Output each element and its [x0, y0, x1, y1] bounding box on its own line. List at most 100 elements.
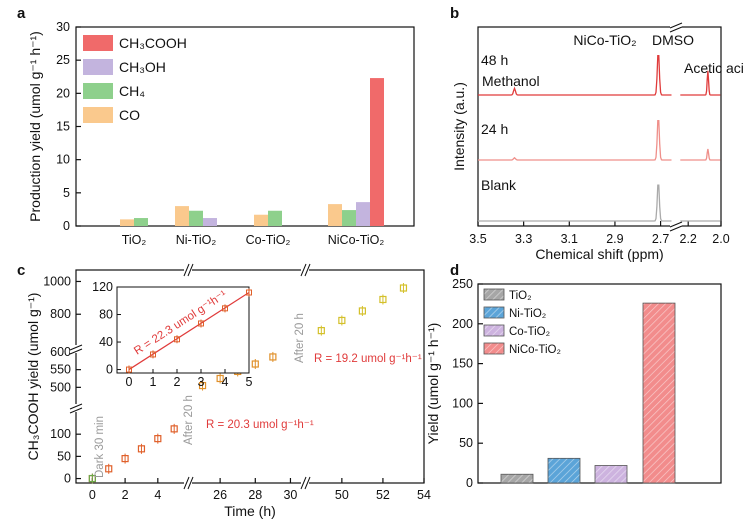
annotation-dark: Dark 30 min — [94, 416, 106, 478]
x-tick-label: 52 — [376, 488, 390, 502]
annotation-after20-b: After 20 h — [294, 313, 306, 363]
panel-a: a 0 5 10 15 20 25 30 TiO₂ Ni-TiO₂ Co-TiO₂ NiCo-TiO₂… — [17, 5, 415, 247]
bar — [254, 214, 268, 226]
panel-label: b — [450, 5, 459, 22]
x-tick-label: 28 — [248, 488, 262, 502]
x-tick-label: 2.7 — [652, 232, 669, 246]
x-tick-label: 54 — [417, 488, 431, 502]
y-tick-label: 15 — [56, 120, 70, 134]
panel-b: b 3.5 3.3 3.1 2.9 2.7 2.2 2.0 Chemical shift (pp… — [450, 5, 744, 262]
y-tick-label: 200 — [452, 317, 473, 331]
y-tick-label: 0 — [63, 219, 70, 233]
axis-break-slash — [183, 476, 190, 490]
axis-break-gap — [70, 404, 82, 412]
data-point — [198, 380, 207, 391]
spectrum-label: Blank — [481, 177, 517, 193]
x-tick-label: 2.9 — [606, 232, 623, 246]
plot-frame — [75, 269, 425, 484]
y-tick-label: 150 — [452, 357, 473, 371]
legend-label: CH₃OH — [119, 59, 166, 75]
annotation-rate-20: R = 20.3 umol g⁻¹h⁻¹ — [206, 419, 314, 431]
y-tick-label: 0 — [64, 472, 71, 486]
x-axis-label: Time (h) — [224, 503, 276, 519]
marker — [246, 289, 252, 296]
x-tick-label: 3.1 — [561, 232, 578, 246]
marker — [88, 474, 96, 483]
axis-break-slash — [669, 22, 683, 29]
marker — [399, 284, 408, 292]
y-tick-label: 25 — [56, 53, 70, 67]
data-point — [105, 463, 113, 474]
bar — [175, 206, 189, 226]
inset-y-tick-label: 80 — [99, 308, 113, 322]
marker — [222, 305, 228, 312]
legend-label: CH₄ — [119, 83, 145, 99]
bar — [547, 457, 581, 484]
axis-break-slash — [669, 225, 683, 232]
axis-break-mark — [183, 476, 194, 490]
axis-break-slash — [300, 476, 307, 490]
marker — [379, 295, 387, 304]
x-tick-label: 3.3 — [515, 232, 532, 246]
inset-data-point — [222, 304, 228, 313]
y-axis-label: Yield (umol g⁻¹ h⁻¹) — [425, 323, 441, 445]
x-tick-label: 3.5 — [469, 232, 486, 246]
inset-y-tick-label: 0 — [106, 363, 113, 377]
marker — [121, 454, 129, 463]
legend-swatch — [483, 342, 505, 355]
marker — [174, 336, 180, 343]
axis-break-slash — [69, 403, 83, 410]
inset-x-tick-label: 1 — [150, 375, 157, 389]
bar — [594, 465, 628, 484]
inset-y-tick-label: 40 — [99, 335, 113, 349]
marker — [137, 445, 146, 453]
y-axis-label: Production yield (umol g⁻¹ h⁻¹) — [27, 31, 43, 222]
axis-break-gap — [184, 264, 192, 276]
inset-fit-line — [128, 291, 250, 371]
data-point — [170, 423, 178, 434]
bar — [268, 210, 282, 226]
x-tick-label: Co-TiO₂ — [246, 233, 291, 247]
marker — [269, 353, 277, 361]
y-tick-label: 250 — [452, 277, 473, 291]
spectrum-label: 48 h — [481, 52, 508, 68]
axis-break-mark — [183, 263, 194, 277]
spectrum-label: 24 h — [481, 121, 508, 137]
axis-break-slash — [187, 476, 194, 490]
x-tick-label: 50 — [335, 488, 349, 502]
bar — [203, 218, 217, 226]
axis-break-mark — [669, 22, 683, 33]
axis-break-gap — [301, 477, 309, 489]
y-tick-label: 50 — [459, 436, 473, 450]
inset-x-tick-label: 2 — [174, 375, 181, 389]
spectrum-line — [478, 184, 672, 222]
bar — [370, 78, 384, 227]
panel-label: a — [17, 5, 26, 22]
y-tick-label: 50 — [57, 449, 71, 463]
legend-label: CH₃COOH — [119, 35, 187, 51]
spectrum-line — [680, 148, 721, 161]
marker — [317, 327, 325, 335]
legend-label: NiCo-TiO₂ — [509, 344, 561, 356]
data-point — [399, 283, 408, 294]
x-tick-label: 26 — [213, 488, 227, 502]
bar — [120, 219, 134, 226]
axis-break-slash — [669, 26, 683, 33]
y-axis-label: Intensity (a.u.) — [451, 82, 467, 171]
marker — [251, 360, 259, 368]
inset-data-point — [174, 335, 180, 344]
legend-label: Ni-TiO₂ — [509, 308, 546, 320]
inset-y-tick-label: 120 — [92, 280, 113, 294]
x-tick-label: 4 — [154, 488, 161, 502]
data-point — [88, 473, 96, 484]
x-tick-label: 0 — [89, 488, 96, 502]
x-tick-label: TiO₂ — [122, 233, 147, 247]
inset-x-tick-label: 4 — [222, 375, 229, 389]
marker — [358, 307, 366, 315]
y-tick-label: 800 — [50, 307, 71, 321]
annotation-after20-a: After 20 h — [183, 395, 195, 445]
plot-frame — [75, 26, 415, 227]
spectrum-line — [478, 119, 672, 161]
inset-data-point — [126, 365, 132, 374]
